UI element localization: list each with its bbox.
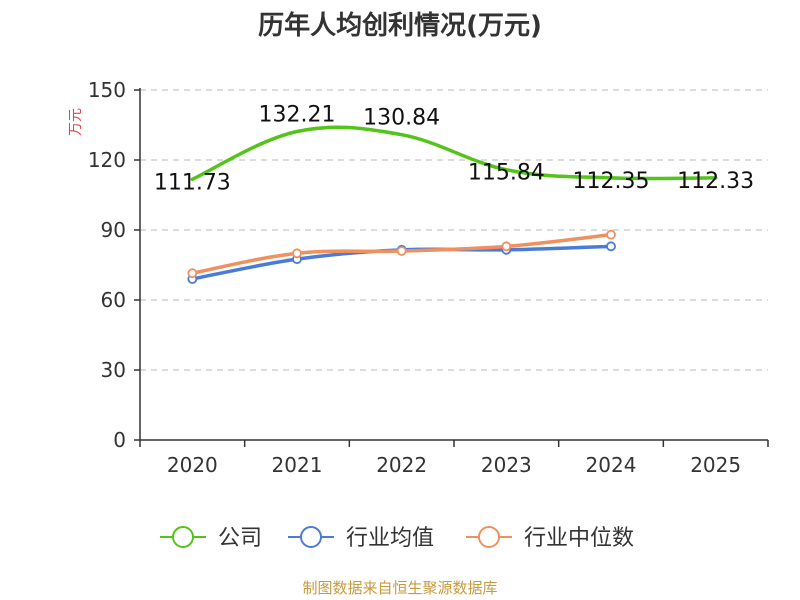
data-label: 112.33 bbox=[677, 169, 754, 194]
data-labels: 111.73 132.21 130.84 115.84 112.35 112.33 bbox=[154, 103, 754, 196]
axes: 0 30 60 90 120 150 2020 2021 2022 2023 2024 2025 bbox=[88, 78, 769, 477]
y-tick-label: 30 bbox=[101, 358, 126, 382]
legend-label[interactable]: 行业中位数 bbox=[524, 526, 634, 551]
legend-marker bbox=[172, 526, 194, 548]
series-line-0 bbox=[190, 125, 718, 182]
y-tick-label: 90 bbox=[101, 218, 126, 242]
legend-marker bbox=[478, 526, 500, 548]
y-tick-label: 120 bbox=[88, 148, 126, 172]
x-tick-label: 2022 bbox=[376, 453, 427, 477]
y-tick-label: 150 bbox=[88, 78, 126, 102]
x-tick-label: 2021 bbox=[272, 453, 323, 477]
x-tick-label: 2020 bbox=[167, 453, 218, 477]
series-point bbox=[606, 229, 616, 240]
source-note: 制图数据来自恒生聚源数据库 bbox=[302, 579, 497, 597]
data-label: 132.21 bbox=[259, 103, 336, 128]
chart-title: 历年人均创利情况(万元) bbox=[258, 10, 542, 41]
legend-marker bbox=[300, 526, 322, 548]
x-tick-label: 2024 bbox=[586, 453, 637, 477]
grid bbox=[140, 89, 768, 371]
y-tick-label: 0 bbox=[113, 428, 126, 452]
data-label: 115.84 bbox=[468, 161, 545, 186]
series-point bbox=[292, 248, 302, 259]
legend-label[interactable]: 公司 bbox=[218, 526, 262, 551]
x-tick-label: 2025 bbox=[690, 453, 741, 477]
series-point bbox=[187, 268, 198, 279]
data-label: 112.35 bbox=[573, 169, 650, 194]
data-label: 111.73 bbox=[154, 170, 231, 195]
series-layer bbox=[187, 125, 718, 284]
legend-label[interactable]: 行业均值 bbox=[346, 526, 434, 551]
y-axis-label: 万元 bbox=[68, 108, 84, 136]
legend[interactable]: 公司 行业均值 行业中位数 bbox=[160, 526, 634, 551]
series-point bbox=[606, 241, 616, 252]
series-point bbox=[501, 241, 512, 252]
series-point bbox=[396, 246, 407, 256]
data-label: 130.84 bbox=[363, 106, 440, 131]
x-tick-label: 2023 bbox=[481, 453, 532, 477]
y-tick-label: 60 bbox=[101, 288, 126, 312]
